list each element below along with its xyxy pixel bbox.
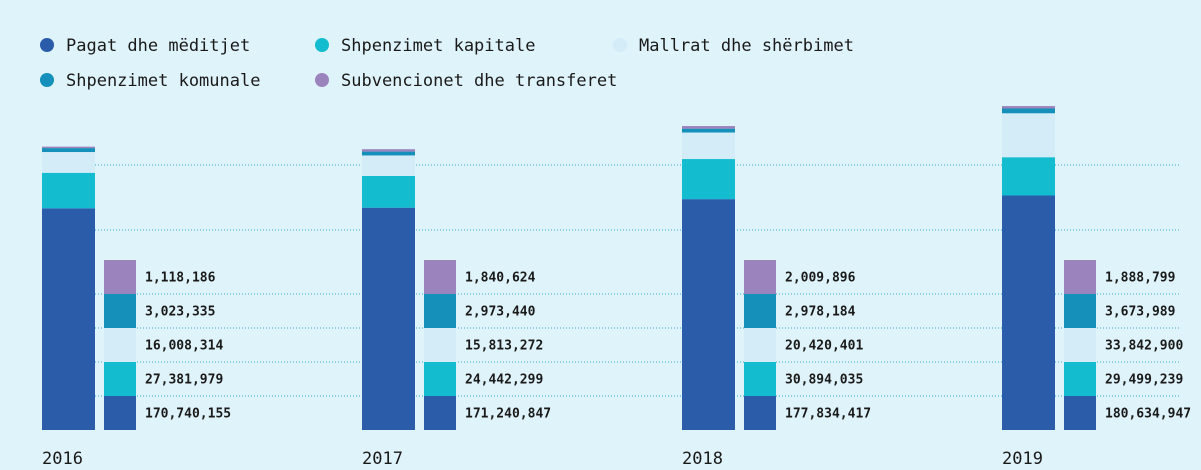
bar-segment (42, 172, 95, 209)
key-box (424, 294, 456, 328)
key-box (1064, 328, 1096, 362)
value-label: 180,634,947 (1105, 407, 1191, 422)
bar-segment (1002, 106, 1055, 109)
value-label: 171,240,847 (465, 407, 551, 422)
bar-segment (1002, 108, 1055, 114)
legend-label: Shpenzimet komunale (66, 71, 260, 91)
bar-segment (1002, 157, 1055, 196)
value-label: 2,009,896 (785, 271, 856, 286)
value-label: 15,813,272 (465, 339, 543, 354)
bar-segment (362, 155, 415, 176)
value-label: 1,840,624 (465, 271, 536, 286)
value-label: 24,442,299 (465, 373, 543, 388)
legend-label: Mallrat dhe shërbimet (639, 36, 854, 56)
legend-swatch (315, 38, 329, 52)
key-box (744, 396, 776, 430)
key-box (104, 294, 136, 328)
value-label: 170,740,155 (145, 407, 231, 422)
value-label: 3,023,335 (145, 305, 215, 320)
value-label: 177,834,417 (785, 407, 871, 422)
key-box (104, 362, 136, 396)
key-box (1064, 362, 1096, 396)
value-label: 1,118,186 (145, 271, 216, 286)
bar-segment (42, 146, 95, 149)
grid (95, 164, 1180, 397)
key-box (424, 328, 456, 362)
bar-segment (682, 159, 735, 200)
value-label: 2,978,184 (785, 305, 856, 320)
legend-label: Pagat dhe mëditjet (66, 36, 250, 56)
legend-swatch (613, 38, 627, 52)
value-label: 33,842,900 (1105, 339, 1183, 354)
key-box (424, 362, 456, 396)
key-box (424, 260, 456, 294)
bar-segment (682, 132, 735, 160)
key-box (1064, 260, 1096, 294)
x-tick-label: 2017 (362, 449, 403, 469)
bar-segment (42, 208, 95, 430)
value-label: 16,008,314 (145, 339, 223, 354)
key-box (744, 328, 776, 362)
value-label: 30,894,035 (785, 373, 863, 388)
value-label: 27,381,979 (145, 373, 223, 388)
bar-segment (682, 126, 735, 129)
key-box (104, 396, 136, 430)
legend-label: Subvencionet dhe transferet (341, 71, 617, 91)
bar-segment (362, 175, 415, 208)
legend-label: Shpenzimet kapitale (341, 36, 535, 56)
bar-segment (1002, 195, 1055, 430)
key-box (744, 362, 776, 396)
key-box (1064, 294, 1096, 328)
value-label: 2,973,440 (465, 305, 536, 320)
value-label: 3,673,989 (1105, 305, 1175, 320)
key-box (424, 396, 456, 430)
bar-segment (682, 199, 735, 430)
bar-segment (362, 207, 415, 430)
bar-segment (362, 151, 415, 156)
key-box (104, 328, 136, 362)
value-label: 20,420,401 (785, 339, 863, 354)
bar-segment (1002, 113, 1055, 158)
key-box (104, 260, 136, 294)
key-box (744, 294, 776, 328)
key-box (1064, 396, 1096, 430)
x-tick-label: 2016 (42, 449, 83, 469)
bar-segment (682, 128, 735, 133)
x-tick-label: 2018 (682, 449, 723, 469)
legend-swatch (315, 73, 329, 87)
value-label: 29,499,239 (1105, 373, 1183, 388)
value-label: 1,888,799 (1105, 271, 1175, 286)
bar-segment (362, 149, 415, 152)
bar-segment (42, 152, 95, 173)
legend-swatch (40, 73, 54, 87)
x-tick-label: 2019 (1002, 449, 1043, 469)
key-box (744, 260, 776, 294)
legend-swatch (40, 38, 54, 52)
bar-segment (42, 148, 95, 153)
